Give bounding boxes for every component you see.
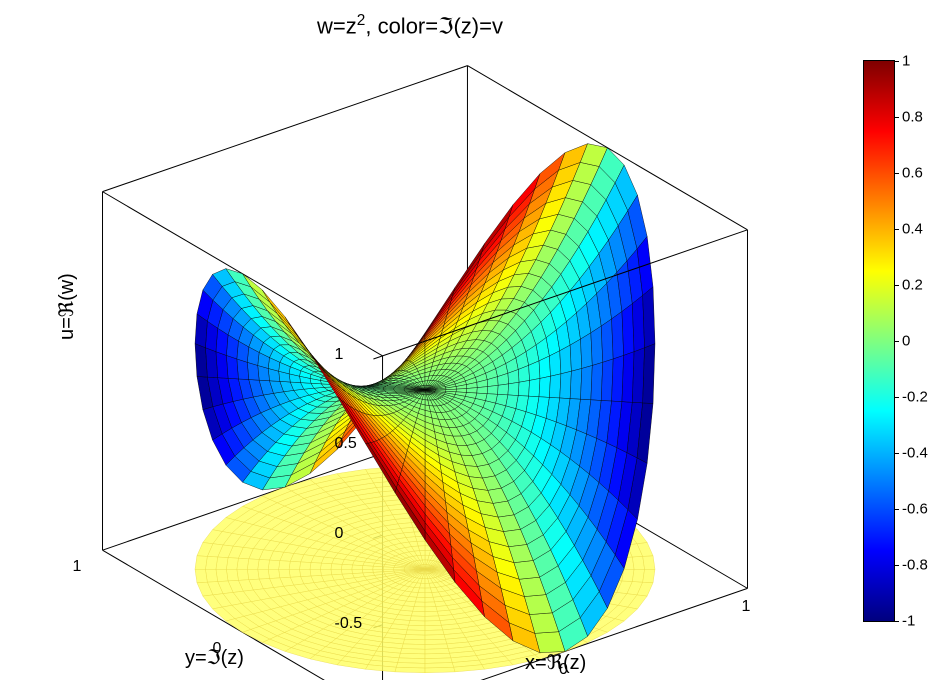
x-axis-label: x=ℜ(z): [525, 650, 586, 675]
colorbar-tick-label: 0.6: [902, 165, 923, 182]
colorbar-tickmark: [894, 397, 899, 398]
z-tick-label: -0.5: [335, 615, 363, 633]
axes-3d: x=ℜ(z) y=ℑ(z) u=ℜ(w) -1-0.500.51-101-101: [30, 40, 810, 680]
colorbar-tickmark: [894, 621, 899, 622]
x-tick-label: 1: [741, 598, 750, 616]
colorbar-tick-label: -1: [902, 613, 915, 630]
colorbar-tickmark: [894, 565, 899, 566]
colorbar-tickmark: [894, 341, 899, 342]
colorbar-tick-label: 0.8: [902, 109, 923, 126]
figure-root: { "title_html": "w=z<sup>2</sup>, color=…: [0, 0, 933, 700]
colorbar-tickmark: [894, 285, 899, 286]
colorbar-tick-label: 0.2: [902, 277, 923, 294]
colorbar-tick-label: -0.2: [902, 389, 928, 406]
colorbar-tickmark: [894, 509, 899, 510]
plot-title: w=z2, color=ℑ(z)=v: [0, 12, 820, 39]
z-tick-label: 0.5: [335, 435, 357, 453]
colorbar: -1-0.8-0.6-0.4-0.200.20.40.60.81: [863, 60, 895, 622]
colorbar-tick-label: 1: [902, 53, 910, 70]
surface-svg: [30, 40, 810, 680]
z-tick-label: 0: [335, 525, 344, 543]
x-tick-label: 0: [559, 661, 568, 679]
z-tick-label: 1: [335, 346, 344, 364]
colorbar-tickmark: [894, 173, 899, 174]
colorbar-tick-label: -0.6: [902, 501, 928, 518]
colorbar-tick-label: 0.4: [902, 221, 923, 238]
colorbar-tick-label: 0: [902, 333, 910, 350]
colorbar-tick-label: -0.8: [902, 557, 928, 574]
colorbar-tickmark: [894, 117, 899, 118]
y-tick-label: 0: [213, 640, 222, 658]
y-tick-label: 1: [73, 558, 82, 576]
colorbar-tickmark: [894, 229, 899, 230]
colorbar-tickmark: [894, 453, 899, 454]
colorbar-tickmark: [894, 61, 899, 62]
colorbar-tick-label: -0.4: [902, 445, 928, 462]
z-axis-label: u=ℜ(w): [54, 273, 79, 340]
colorbar-gradient: [864, 61, 894, 621]
